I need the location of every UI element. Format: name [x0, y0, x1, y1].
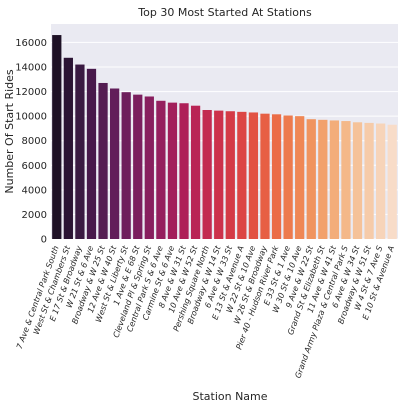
grid-lines	[51, 41, 398, 240]
bar	[109, 88, 120, 239]
bar	[190, 105, 201, 239]
bar	[295, 116, 305, 239]
y-tick-label: 8000	[22, 136, 47, 147]
x-axis-label: Station Name	[192, 390, 267, 403]
bar	[98, 82, 108, 239]
bar	[156, 100, 166, 240]
bar	[341, 121, 351, 239]
bars	[52, 35, 397, 240]
y-tick-labels: 0 2000 4000 6000 8000 10000 12000 14000 16000	[15, 38, 47, 246]
bar	[260, 113, 270, 239]
bar	[133, 94, 143, 240]
y-tick-label: 10000	[15, 112, 47, 123]
y-tick-label: 2000	[22, 210, 47, 221]
bar	[63, 57, 73, 240]
bar	[144, 96, 154, 239]
bar	[364, 122, 374, 239]
bar	[352, 122, 363, 239]
bar	[75, 64, 85, 240]
bar	[214, 110, 224, 239]
y-tick-label: 12000	[15, 87, 47, 98]
bar	[121, 92, 131, 239]
bar	[283, 115, 293, 239]
bar	[52, 35, 62, 239]
bar	[167, 102, 178, 239]
y-tick-label: 14000	[15, 63, 47, 74]
bar	[306, 119, 316, 239]
bar	[179, 103, 189, 239]
bar	[237, 111, 247, 239]
y-tick-label: 0	[41, 235, 47, 246]
chart-title: Top 30 Most Started At Stations	[137, 6, 312, 19]
y-axis-label: Number Of Start Rides	[3, 69, 16, 194]
y-tick-label: 16000	[15, 38, 47, 49]
bar	[86, 68, 97, 239]
bar	[202, 110, 212, 239]
bar	[248, 112, 259, 239]
bar	[376, 123, 386, 239]
y-tick-label: 4000	[22, 185, 47, 196]
y-tick-label: 6000	[22, 161, 47, 172]
bar	[329, 120, 340, 239]
bar	[387, 124, 397, 239]
bar	[225, 111, 235, 239]
bar	[271, 114, 282, 239]
bar	[318, 119, 328, 239]
plot-background	[51, 24, 398, 239]
